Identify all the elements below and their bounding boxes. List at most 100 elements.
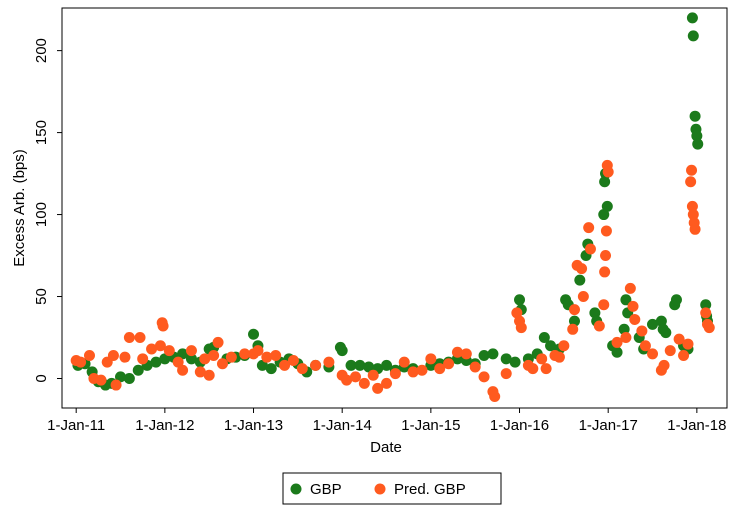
point [568, 315, 580, 327]
point [469, 361, 481, 373]
point [687, 209, 699, 221]
point [509, 356, 521, 368]
point [287, 354, 299, 366]
point [536, 353, 548, 365]
point [692, 138, 704, 150]
point [620, 294, 632, 306]
point [123, 372, 135, 384]
x-tick-label: 1-Jan-14 [313, 417, 372, 434]
legend-label: Pred. GBP [394, 481, 466, 498]
point [568, 304, 580, 316]
point [323, 356, 335, 368]
point [655, 315, 667, 327]
point [589, 307, 601, 319]
point [349, 371, 361, 383]
x-tick-label: 1-Jan-16 [490, 417, 549, 434]
point [212, 336, 224, 348]
y-axis-label: Excess Arb. (bps) [11, 149, 28, 267]
point [381, 359, 393, 371]
point [540, 363, 552, 375]
point [664, 345, 676, 357]
point [593, 320, 605, 332]
point [177, 348, 189, 360]
point [157, 320, 169, 332]
point [558, 340, 570, 352]
legend-marker [290, 483, 302, 495]
point [639, 340, 651, 352]
point [584, 243, 596, 255]
point [154, 340, 166, 352]
point [487, 348, 499, 360]
point [194, 366, 206, 378]
point [686, 164, 698, 176]
x-tick-label: 1-Jan-11 [47, 417, 105, 434]
point [95, 374, 107, 386]
point [372, 382, 384, 394]
point [627, 300, 639, 312]
point [389, 368, 401, 380]
point [256, 359, 268, 371]
point [279, 359, 291, 371]
legend-label: GBP [310, 481, 342, 498]
point [363, 361, 375, 373]
point [670, 294, 682, 306]
point [647, 348, 659, 360]
point [310, 359, 322, 371]
point [527, 363, 539, 375]
point [261, 351, 273, 363]
point [407, 366, 419, 378]
point [478, 350, 490, 362]
point [146, 343, 158, 355]
point [545, 340, 557, 352]
point [252, 345, 264, 357]
point [658, 359, 670, 371]
point [689, 223, 701, 235]
point [599, 266, 611, 278]
point [685, 176, 697, 188]
point [703, 322, 715, 334]
point [700, 307, 712, 319]
point [691, 130, 703, 142]
x-tick-label: 1-Jan-17 [579, 417, 638, 434]
point [574, 274, 586, 286]
point [583, 222, 595, 234]
point [599, 176, 611, 188]
point [115, 371, 127, 383]
point [600, 250, 612, 262]
point [107, 350, 119, 362]
point [636, 325, 648, 337]
point [185, 345, 197, 357]
point [110, 379, 122, 391]
point [601, 200, 613, 212]
point [159, 353, 171, 365]
point [203, 369, 215, 381]
y-tick-label: 50 [33, 288, 50, 305]
point [172, 356, 184, 368]
point [434, 363, 446, 375]
x-tick-label: 1-Jan-18 [667, 417, 726, 434]
point [598, 209, 610, 221]
point [686, 12, 698, 24]
point [137, 353, 149, 365]
point [678, 350, 690, 362]
y-tick-label: 100 [33, 202, 50, 227]
point [624, 282, 636, 294]
point [119, 351, 131, 363]
point [296, 363, 308, 375]
x-tick-label: 1-Jan-13 [224, 417, 283, 434]
point [618, 323, 630, 335]
point [451, 346, 463, 358]
point [248, 328, 260, 340]
point [225, 351, 237, 363]
point [538, 332, 550, 344]
point [673, 333, 685, 345]
point [123, 332, 135, 344]
point [75, 356, 87, 368]
point [208, 350, 220, 362]
point [602, 166, 614, 178]
point [216, 358, 228, 370]
y-tick-label: 150 [33, 120, 50, 145]
point [500, 368, 512, 380]
point [598, 299, 610, 311]
point [239, 348, 251, 360]
